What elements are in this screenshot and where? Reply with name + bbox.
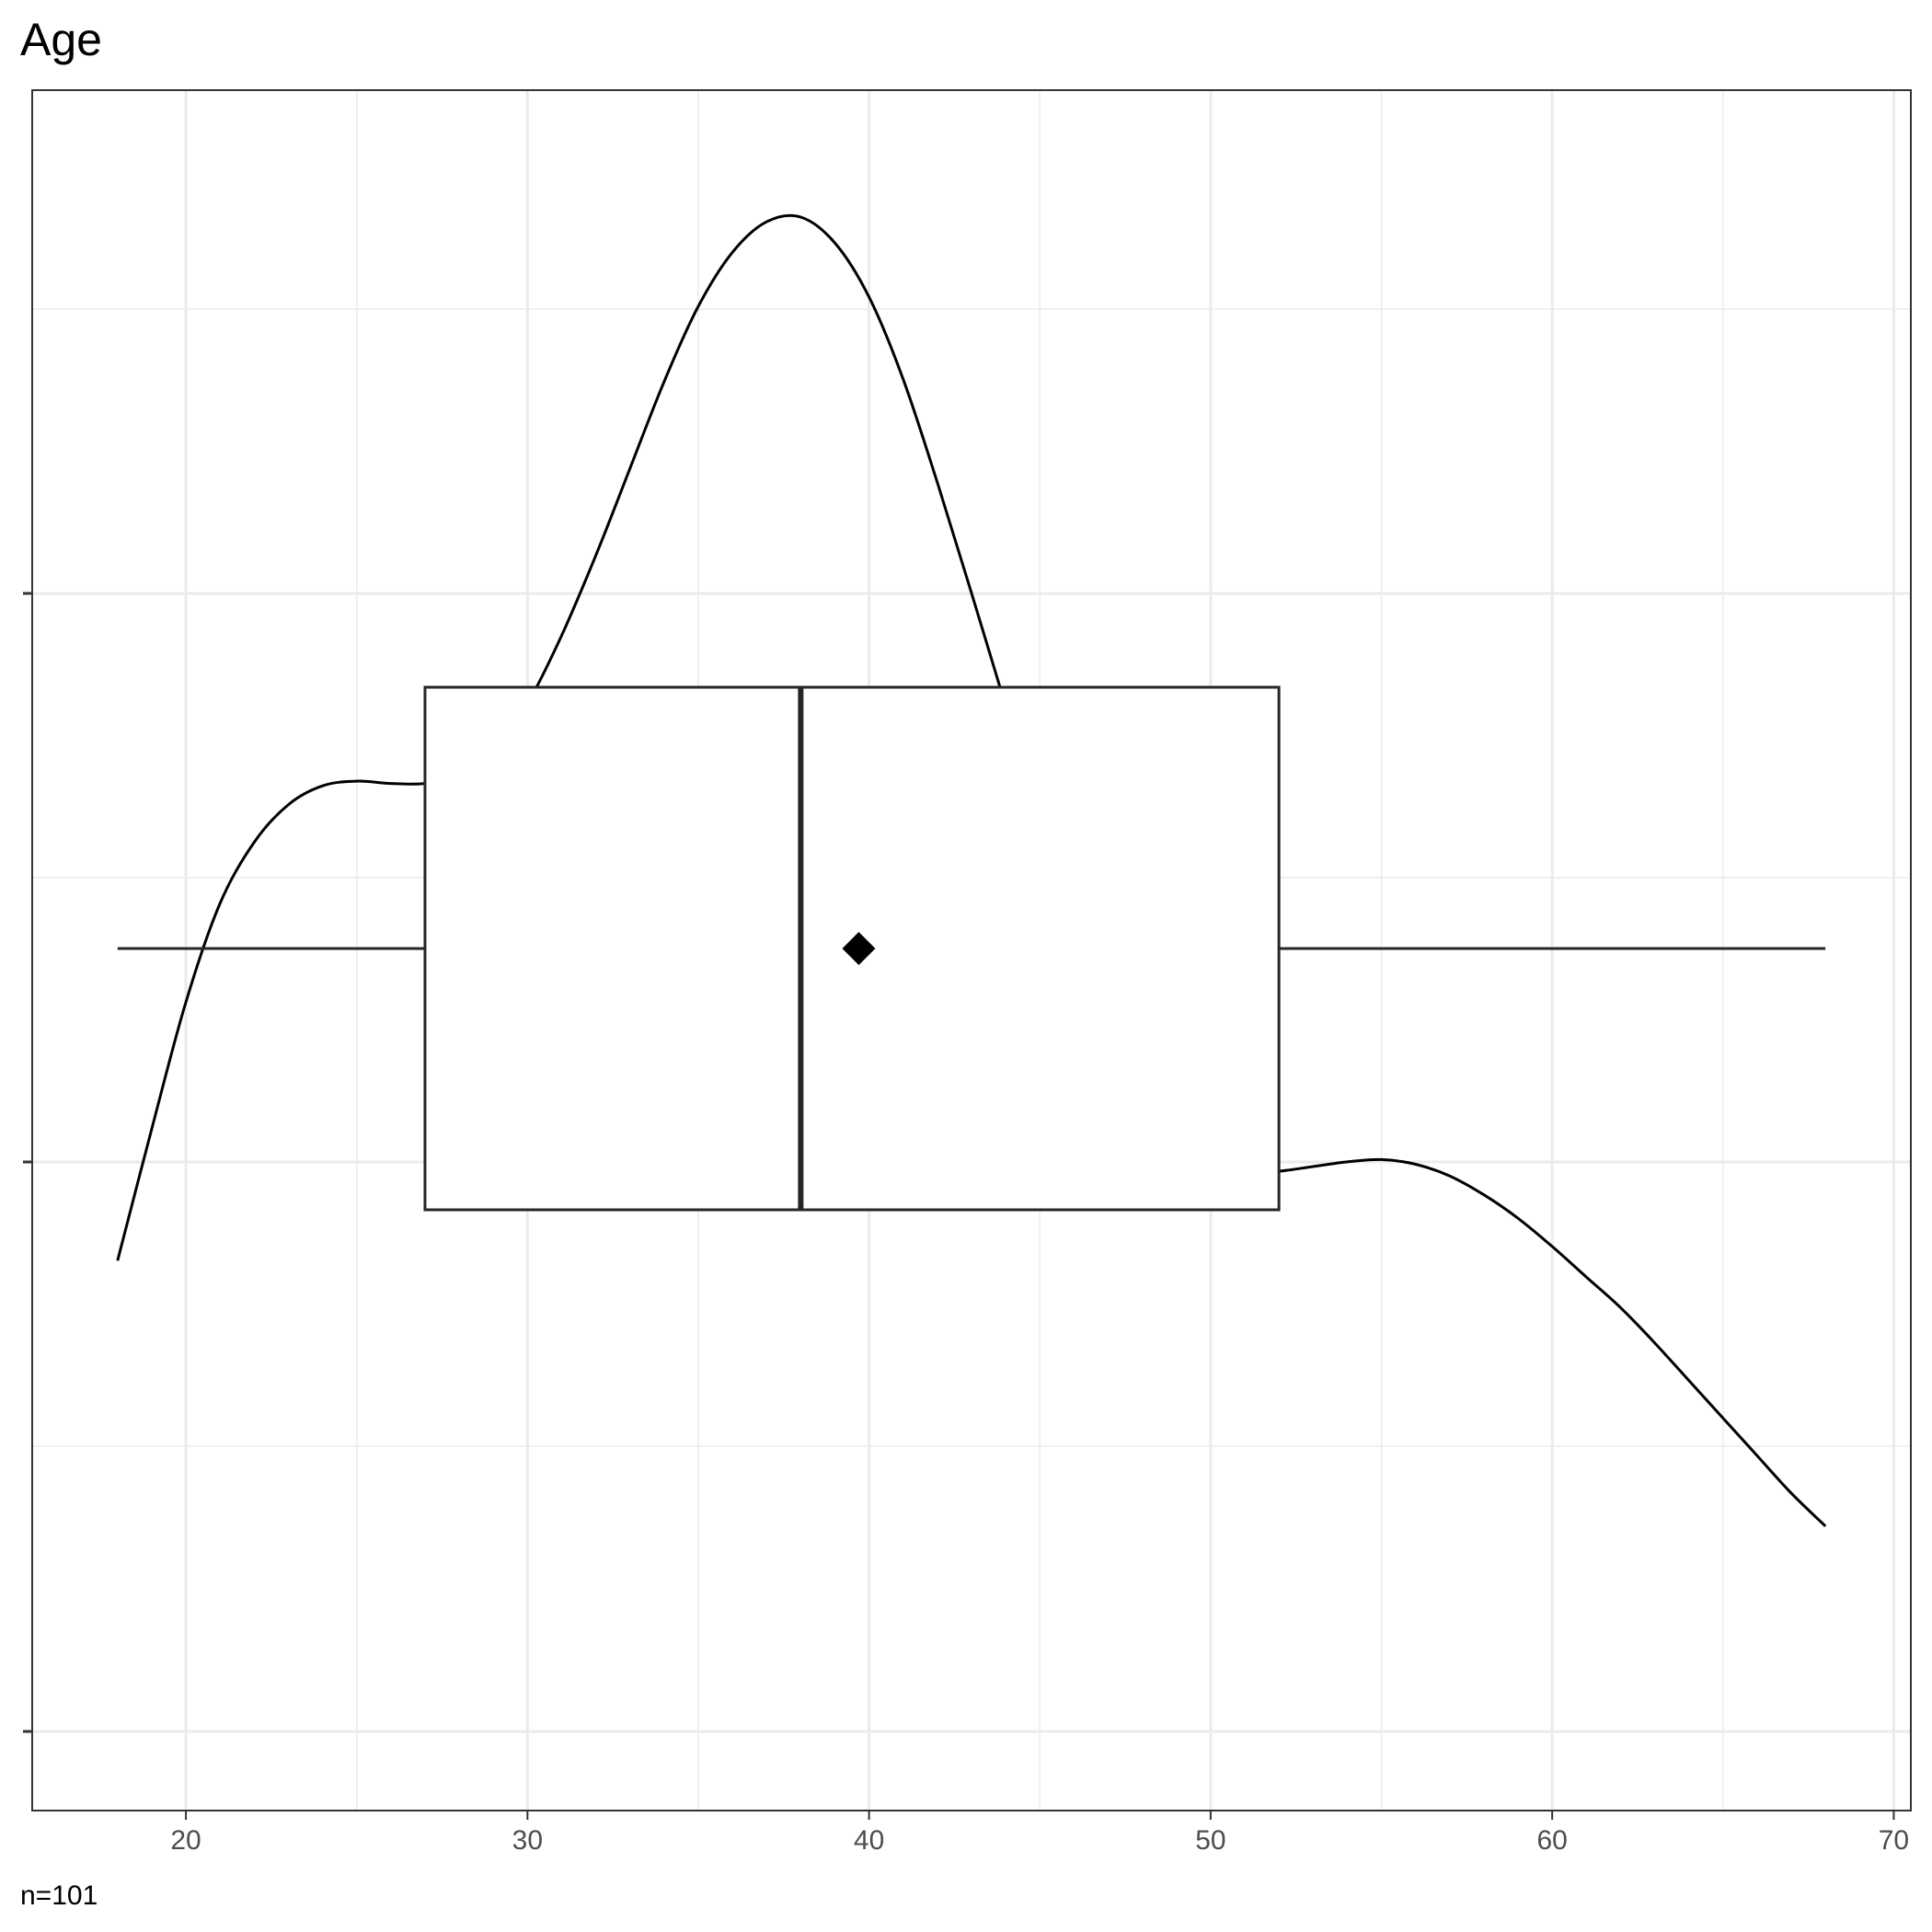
x-tick-label: 30 — [512, 1825, 543, 1856]
density-curve — [116, 213, 1827, 1527]
chart-title: Age — [20, 14, 102, 65]
x-tick-label: 40 — [854, 1825, 884, 1856]
y-axis — [23, 592, 32, 1733]
panel-border — [31, 89, 1912, 1811]
x-axis: 20 30 40 50 60 70 — [170, 1811, 1909, 1856]
sample-size-caption: n=101 — [20, 1880, 98, 1911]
x-tick-label: 20 — [170, 1825, 201, 1856]
boxplot — [117, 685, 1826, 1212]
density-layer — [116, 213, 1827, 1527]
x-tick-label: 50 — [1195, 1825, 1225, 1856]
x-tick-label: 60 — [1536, 1825, 1567, 1856]
x-tick-label: 70 — [1879, 1825, 1909, 1856]
mean-marker — [842, 932, 876, 965]
